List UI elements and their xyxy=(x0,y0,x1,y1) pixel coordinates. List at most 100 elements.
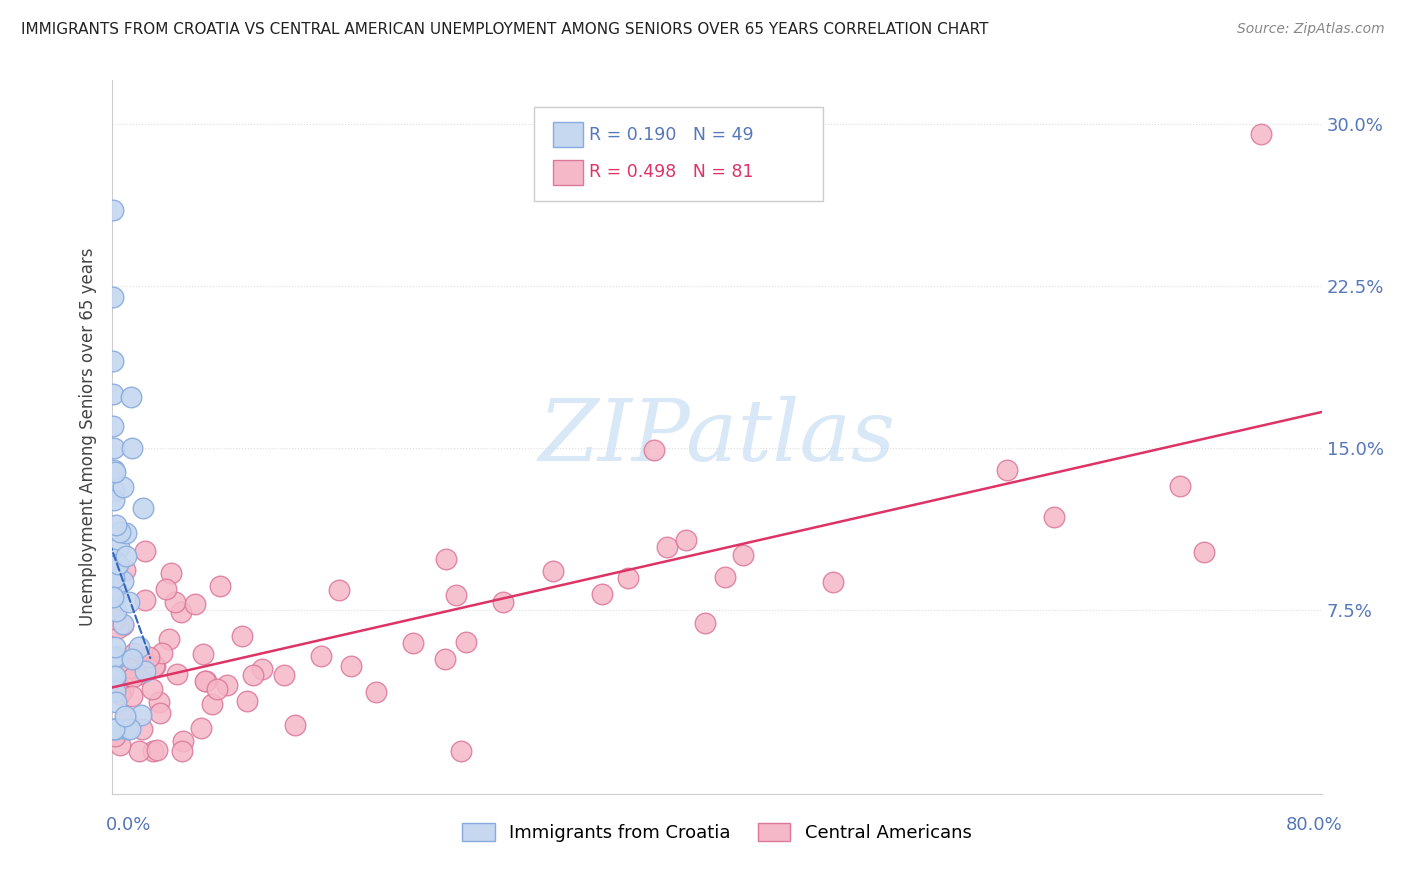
Point xyxy=(165,595,187,609)
Point xyxy=(101,722,124,736)
Y-axis label: Unemployment Among Seniors over 65 years: Unemployment Among Seniors over 65 years xyxy=(79,248,97,626)
Legend: Immigrants from Croatia, Central Americans: Immigrants from Croatia, Central America… xyxy=(456,815,979,849)
Point xyxy=(103,492,125,507)
Point xyxy=(128,744,150,758)
Point xyxy=(103,722,125,736)
Point xyxy=(131,500,153,515)
Point xyxy=(995,463,1018,477)
Point xyxy=(731,548,754,562)
Point xyxy=(118,722,141,736)
Point xyxy=(101,289,124,303)
Point xyxy=(135,657,157,671)
Point xyxy=(115,711,138,725)
Point xyxy=(675,533,697,547)
Point xyxy=(434,652,457,666)
Point xyxy=(134,592,156,607)
Point xyxy=(104,722,127,736)
Point xyxy=(655,540,678,554)
Point xyxy=(643,443,665,458)
Point xyxy=(401,636,423,650)
Point xyxy=(134,544,156,558)
Point xyxy=(217,678,239,692)
Point xyxy=(311,649,333,664)
Point xyxy=(107,649,129,664)
Point xyxy=(138,649,160,664)
Point xyxy=(105,604,128,618)
Point xyxy=(172,744,194,758)
Point xyxy=(101,202,124,217)
Point xyxy=(101,552,124,566)
Point xyxy=(1043,510,1066,524)
Point xyxy=(591,587,613,601)
Point xyxy=(143,659,166,673)
Point xyxy=(104,671,127,685)
Point xyxy=(155,582,177,596)
Text: Source: ZipAtlas.com: Source: ZipAtlas.com xyxy=(1237,22,1385,37)
Text: IMMIGRANTS FROM CROATIA VS CENTRAL AMERICAN UNEMPLOYMENT AMONG SENIORS OVER 65 Y: IMMIGRANTS FROM CROATIA VS CENTRAL AMERI… xyxy=(21,22,988,37)
Point xyxy=(134,665,156,679)
Point xyxy=(101,668,124,682)
Point xyxy=(1250,128,1272,142)
Point xyxy=(104,668,127,682)
Point xyxy=(190,722,212,736)
Point xyxy=(118,595,141,609)
Point xyxy=(108,525,131,540)
Point xyxy=(231,629,253,643)
Point xyxy=(172,734,194,748)
Point xyxy=(107,621,129,635)
Point xyxy=(104,561,127,575)
Point xyxy=(103,387,125,401)
Point xyxy=(104,683,127,698)
Point xyxy=(122,646,145,660)
Point xyxy=(104,589,127,603)
Point xyxy=(103,484,125,499)
Point xyxy=(150,646,173,660)
Point xyxy=(492,595,515,609)
Point xyxy=(103,650,125,665)
Point xyxy=(236,694,259,708)
Point xyxy=(104,465,127,479)
Point xyxy=(617,571,640,585)
Point xyxy=(693,616,716,631)
Point xyxy=(142,659,165,673)
Point xyxy=(129,707,152,722)
Point xyxy=(434,551,457,566)
Point xyxy=(115,526,138,541)
Text: R = 0.498   N = 81: R = 0.498 N = 81 xyxy=(589,163,754,181)
Point xyxy=(103,462,125,476)
Point xyxy=(450,744,472,758)
Point xyxy=(184,597,207,611)
Point xyxy=(1168,478,1191,492)
Point xyxy=(104,612,127,626)
Point xyxy=(117,722,139,736)
Point xyxy=(111,617,134,632)
Point xyxy=(159,566,181,581)
Point xyxy=(101,590,124,604)
Point xyxy=(112,682,135,697)
Point xyxy=(129,667,152,681)
Point xyxy=(149,706,172,721)
Point xyxy=(104,640,127,655)
Point xyxy=(250,662,273,676)
Point xyxy=(108,738,131,752)
Point xyxy=(166,667,188,681)
Point xyxy=(103,441,125,455)
Point xyxy=(194,674,217,689)
Point xyxy=(142,744,165,758)
Point xyxy=(121,689,143,703)
Point xyxy=(201,697,224,711)
Point xyxy=(114,709,136,723)
Point xyxy=(120,719,142,733)
Point xyxy=(157,632,180,646)
Point xyxy=(209,579,232,593)
Point xyxy=(128,640,150,655)
Point xyxy=(105,558,128,572)
Point xyxy=(364,685,387,699)
Point xyxy=(339,659,361,673)
Point xyxy=(107,650,129,665)
Point xyxy=(111,479,134,493)
Point xyxy=(114,563,136,577)
Text: 80.0%: 80.0% xyxy=(1286,816,1343,834)
Point xyxy=(108,540,131,554)
Point xyxy=(104,695,127,709)
